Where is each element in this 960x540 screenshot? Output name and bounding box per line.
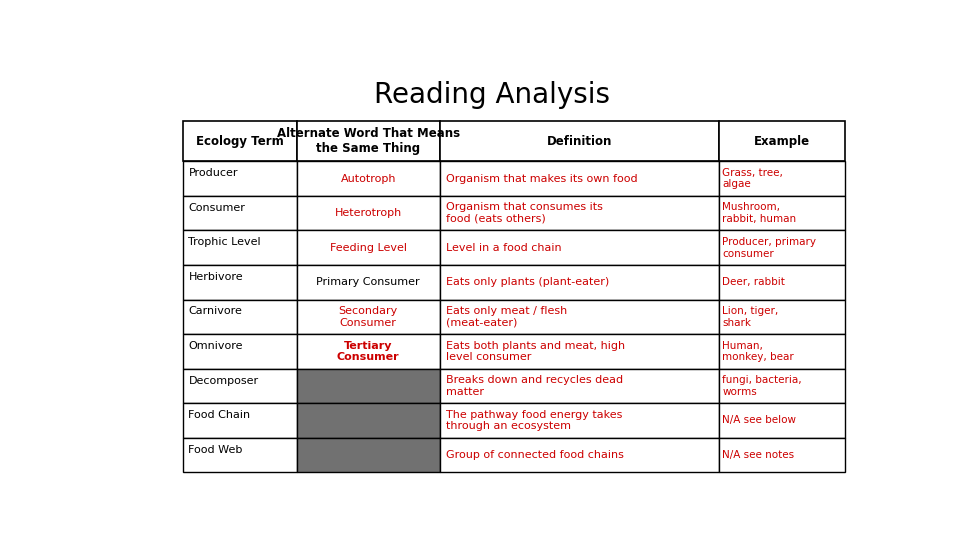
- Text: Heterotroph: Heterotroph: [335, 208, 402, 218]
- Text: N/A see below: N/A see below: [722, 415, 796, 426]
- Text: Alternate Word That Means
the Same Thing: Alternate Word That Means the Same Thing: [276, 127, 460, 155]
- Bar: [718, 300, 846, 334]
- Bar: [297, 161, 440, 196]
- Text: Trophic Level: Trophic Level: [188, 238, 261, 247]
- Bar: [297, 231, 440, 265]
- Bar: [183, 334, 297, 369]
- Text: Mushroom,
rabbit, human: Mushroom, rabbit, human: [722, 202, 797, 224]
- Text: Organism that consumes its
food (eats others): Organism that consumes its food (eats ot…: [445, 202, 603, 224]
- Text: Definition: Definition: [546, 134, 612, 147]
- Bar: [718, 121, 846, 161]
- Text: Reading Analysis: Reading Analysis: [374, 82, 610, 110]
- Bar: [718, 369, 846, 403]
- Text: Food Chain: Food Chain: [188, 410, 251, 420]
- Bar: [440, 403, 718, 438]
- Bar: [297, 121, 440, 161]
- Text: Ecology Term: Ecology Term: [196, 134, 284, 147]
- Text: Secondary
Consumer: Secondary Consumer: [339, 306, 398, 328]
- Bar: [183, 196, 297, 231]
- Text: Example: Example: [754, 134, 810, 147]
- Bar: [183, 300, 297, 334]
- Bar: [297, 369, 440, 403]
- Bar: [183, 161, 297, 196]
- Bar: [440, 121, 718, 161]
- Text: Tertiary
Consumer: Tertiary Consumer: [337, 341, 399, 362]
- Text: Breaks down and recycles dead
matter: Breaks down and recycles dead matter: [445, 375, 623, 397]
- Bar: [718, 231, 846, 265]
- Text: Carnivore: Carnivore: [188, 306, 242, 316]
- Text: Herbivore: Herbivore: [188, 272, 243, 282]
- Text: Consumer: Consumer: [188, 203, 246, 213]
- Text: Group of connected food chains: Group of connected food chains: [445, 450, 624, 460]
- Text: Human,
monkey, bear: Human, monkey, bear: [722, 341, 794, 362]
- Bar: [440, 300, 718, 334]
- Bar: [718, 438, 846, 472]
- Text: Eats only meat / flesh
(meat-eater): Eats only meat / flesh (meat-eater): [445, 306, 567, 328]
- Bar: [297, 403, 440, 438]
- Text: Eats both plants and meat, high
level consumer: Eats both plants and meat, high level co…: [445, 341, 625, 362]
- Bar: [440, 231, 718, 265]
- Bar: [440, 265, 718, 300]
- Text: The pathway food energy takes
through an ecosystem: The pathway food energy takes through an…: [445, 410, 622, 431]
- Bar: [440, 438, 718, 472]
- Text: Level in a food chain: Level in a food chain: [445, 242, 562, 253]
- Bar: [183, 231, 297, 265]
- Bar: [440, 334, 718, 369]
- Text: Decomposer: Decomposer: [188, 375, 258, 386]
- Text: N/A see notes: N/A see notes: [722, 450, 794, 460]
- Bar: [183, 369, 297, 403]
- Text: Eats only plants (plant-eater): Eats only plants (plant-eater): [445, 277, 609, 287]
- Bar: [183, 121, 297, 161]
- Bar: [718, 161, 846, 196]
- Bar: [440, 196, 718, 231]
- Bar: [718, 265, 846, 300]
- Text: fungi, bacteria,
worms: fungi, bacteria, worms: [722, 375, 802, 397]
- Bar: [183, 265, 297, 300]
- Bar: [440, 369, 718, 403]
- Bar: [718, 334, 846, 369]
- Text: Omnivore: Omnivore: [188, 341, 243, 351]
- Bar: [297, 438, 440, 472]
- Text: Producer: Producer: [188, 168, 238, 178]
- Bar: [297, 265, 440, 300]
- Text: Lion, tiger,
shark: Lion, tiger, shark: [722, 306, 779, 328]
- Text: Organism that makes its own food: Organism that makes its own food: [445, 174, 637, 184]
- Text: Producer, primary
consumer: Producer, primary consumer: [722, 237, 816, 259]
- Text: Autotroph: Autotroph: [341, 174, 396, 184]
- Text: Deer, rabbit: Deer, rabbit: [722, 277, 785, 287]
- Bar: [718, 196, 846, 231]
- Bar: [297, 196, 440, 231]
- Bar: [718, 403, 846, 438]
- Bar: [297, 334, 440, 369]
- Bar: [440, 161, 718, 196]
- Text: Food Web: Food Web: [188, 444, 243, 455]
- Text: Feeding Level: Feeding Level: [330, 242, 407, 253]
- Bar: [183, 403, 297, 438]
- Text: Grass, tree,
algae: Grass, tree, algae: [722, 168, 783, 190]
- Text: Primary Consumer: Primary Consumer: [317, 277, 420, 287]
- Bar: [183, 438, 297, 472]
- Bar: [297, 300, 440, 334]
